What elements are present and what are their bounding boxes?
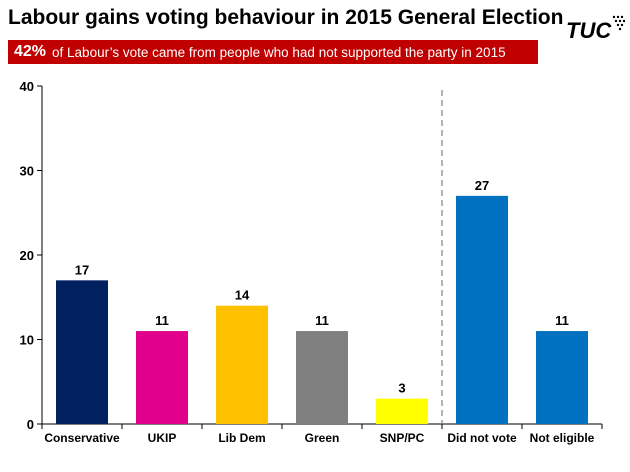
tuc-logo: TUC	[566, 15, 626, 43]
category-label: Not eligible	[530, 431, 595, 445]
data-label: 11	[315, 313, 329, 328]
y-tick-label: 0	[27, 417, 34, 432]
y-tick-label: 30	[20, 164, 34, 179]
data-label: 17	[75, 262, 89, 277]
data-label: 14	[235, 288, 250, 303]
bar-lib-dem	[216, 305, 268, 424]
bar-ukip	[136, 331, 188, 424]
logo-text: TUC	[566, 18, 612, 43]
category-label: Did not vote	[447, 431, 517, 445]
logo-dots-icon	[612, 15, 626, 31]
data-label: 27	[475, 178, 489, 193]
chart-title: Labour gains voting behaviour in 2015 Ge…	[8, 6, 564, 29]
bar-green	[296, 331, 348, 424]
category-label: Lib Dem	[218, 431, 265, 445]
bar-not-eligible	[536, 331, 588, 424]
data-label: 3	[398, 381, 405, 396]
y-tick-label: 10	[20, 333, 34, 348]
summary-banner: 42% of Labour’s vote came from people wh…	[8, 40, 538, 64]
data-label: 11	[555, 313, 569, 328]
category-label: Green	[305, 431, 340, 445]
y-tick-label: 20	[20, 248, 34, 263]
category-label: Conservative	[44, 431, 120, 445]
bar-conservative	[56, 280, 108, 424]
data-label: 11	[155, 313, 169, 328]
category-label: SNP/PC	[380, 431, 425, 445]
bar-did-not-vote	[456, 195, 508, 424]
category-label: UKIP	[148, 431, 177, 445]
banner-text: of Labour’s vote came from people who ha…	[52, 44, 506, 60]
y-tick-label: 40	[20, 79, 34, 94]
bar-snp-pc	[376, 398, 428, 424]
banner-percent: 42%	[14, 43, 47, 60]
